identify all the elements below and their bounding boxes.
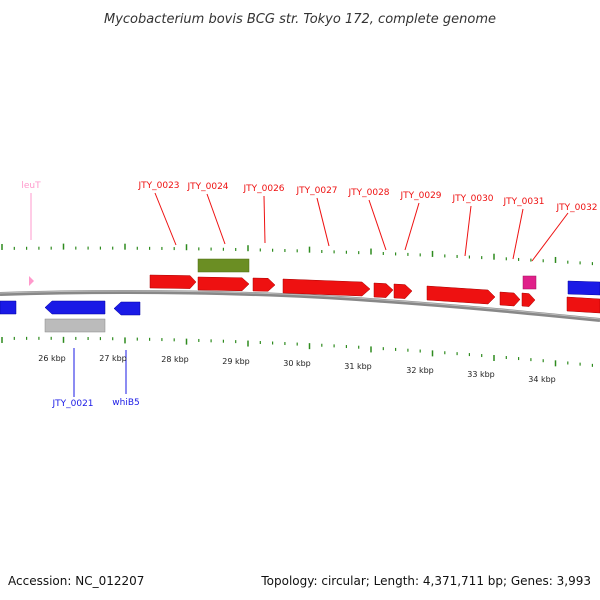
gene-jty0031[interactable] bbox=[521, 292, 536, 307]
outer-tick-row bbox=[1, 243, 594, 266]
label-jty0032[interactable]: JTY_0032 bbox=[555, 203, 597, 213]
gene-jty0021[interactable] bbox=[44, 300, 106, 315]
leader-jty0031 bbox=[512, 208, 524, 260]
kbp-scale: 26 kbp 27 kbp 28 kbp 29 kbp 30 kbp 31 kb… bbox=[38, 354, 556, 384]
kbp-label-32: 32 kbp bbox=[406, 366, 434, 375]
forward-label-group: leuT JTY_0023 JTY_0024 JTY_0026 JTY_0027… bbox=[21, 181, 598, 262]
leader-jty0028 bbox=[368, 199, 387, 251]
label-jty0021[interactable]: JTY_0021 bbox=[51, 399, 93, 409]
inner-tick-row bbox=[1, 336, 594, 367]
label-jty0028[interactable]: JTY_0028 bbox=[347, 188, 389, 198]
gene-jty0030[interactable] bbox=[499, 291, 521, 307]
kbp-label-27: 27 kbp bbox=[99, 354, 127, 363]
genome-backbone-highlight bbox=[0, 290, 600, 320]
pseudo-gene[interactable] bbox=[44, 318, 106, 333]
kbp-label-31: 31 kbp bbox=[344, 362, 372, 371]
kbp-label-28: 28 kbp bbox=[161, 355, 189, 364]
leader-jty0024 bbox=[206, 193, 226, 245]
kbp-label-26: 26 kbp bbox=[38, 354, 66, 363]
forward-strand-genes bbox=[149, 274, 600, 314]
label-leuT[interactable]: leuT bbox=[21, 181, 41, 191]
kbp-label-33: 33 kbp bbox=[467, 370, 495, 379]
genome-backbone bbox=[0, 290, 600, 322]
leader-jty0027 bbox=[316, 197, 330, 247]
leader-jty0023 bbox=[154, 192, 177, 246]
leader-jty0032 bbox=[531, 212, 569, 262]
reverse-strand-genes bbox=[0, 280, 600, 316]
gene-jty0024[interactable] bbox=[197, 276, 250, 292]
leader-jty0029 bbox=[404, 202, 420, 251]
gene-leuT[interactable] bbox=[29, 276, 34, 286]
gene-reverse-right-edge[interactable] bbox=[567, 280, 600, 296]
leader-jty0030 bbox=[464, 205, 472, 257]
label-jty0031[interactable]: JTY_0031 bbox=[502, 197, 544, 207]
kbp-label-30: 30 kbp bbox=[283, 359, 311, 368]
gene-jty0029[interactable] bbox=[426, 285, 496, 305]
gene-whib5[interactable] bbox=[113, 301, 141, 316]
gene-jty0032[interactable] bbox=[566, 296, 600, 314]
gene-jty0027[interactable] bbox=[373, 282, 394, 298]
leader-jty0026 bbox=[263, 195, 266, 244]
accession-text: Accession: NC_012207 bbox=[8, 574, 144, 588]
feature-olive[interactable] bbox=[197, 258, 250, 273]
genome-title: Mycobacterium bovis BCG str. Tokyo 172, … bbox=[104, 12, 496, 27]
label-jty0023[interactable]: JTY_0023 bbox=[137, 181, 179, 191]
reverse-label-group: JTY_0021 whiB5 bbox=[51, 348, 140, 409]
gene-jty0028[interactable] bbox=[393, 283, 413, 299]
label-jty0026[interactable]: JTY_0026 bbox=[242, 184, 284, 194]
kbp-label-34: 34 kbp bbox=[528, 375, 556, 384]
gene-jty0025[interactable] bbox=[252, 277, 276, 292]
genome-summary-text: Topology: circular; Length: 4,371,711 bp… bbox=[260, 574, 591, 588]
gene-reverse-left-edge[interactable] bbox=[0, 300, 17, 315]
label-jty0027[interactable]: JTY_0027 bbox=[295, 186, 337, 196]
kbp-label-29: 29 kbp bbox=[222, 357, 250, 366]
feature-magenta[interactable] bbox=[522, 275, 537, 290]
label-whib5[interactable]: whiB5 bbox=[112, 398, 139, 408]
gene-jty0023[interactable] bbox=[149, 274, 197, 289]
label-jty0029[interactable]: JTY_0029 bbox=[399, 191, 441, 201]
label-jty0024[interactable]: JTY_0024 bbox=[186, 182, 228, 192]
gene-jty0026[interactable] bbox=[282, 278, 371, 297]
label-jty0030[interactable]: JTY_0030 bbox=[451, 194, 493, 204]
